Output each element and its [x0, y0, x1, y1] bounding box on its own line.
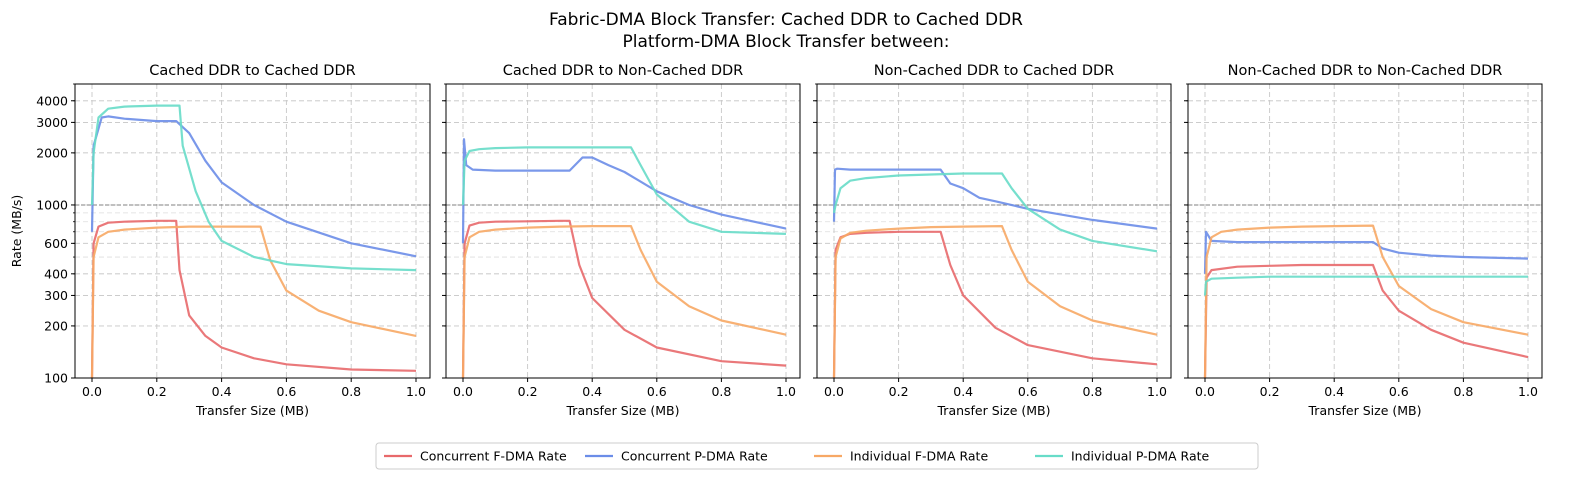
- x-tick-label: 0.0: [82, 384, 102, 399]
- subplot-title: Non-Cached DDR to Non-Cached DDR: [1228, 63, 1503, 79]
- x-tick-label: 1.0: [776, 384, 796, 399]
- x-tick-label: 0.0: [1195, 384, 1215, 399]
- legend-entry-individual-pdma: Individual P-DMA Rate: [1035, 449, 1210, 464]
- series-line-concurrent-fdma: [90, 219, 417, 379]
- legend-label: Concurrent P-DMA Rate: [621, 449, 768, 464]
- axes-frame: [74, 83, 431, 379]
- x-tick-label: 0.6: [276, 384, 296, 399]
- axes-frame: [1187, 83, 1543, 379]
- subplots: 0.0 0.2 0.4 0.6 0.8 1.0 100 200 300 400 600 1000 200…: [36, 63, 1543, 418]
- x-tick-label: 0.6: [1389, 384, 1409, 399]
- series-line-concurrent-pdma: [90, 115, 417, 258]
- subplot-1: 0.0 0.2 0.4 0.6 0.8 1.0 100 200 300 400 600 1000 200…: [36, 63, 431, 418]
- subplot-title: Non-Cached DDR to Cached DDR: [874, 63, 1115, 79]
- y-tick-label: 300: [44, 288, 68, 303]
- x-tick-label: 0.8: [711, 384, 731, 399]
- axes-frame: [816, 83, 1172, 379]
- x-tick-label: 0.0: [824, 384, 844, 399]
- series-line-individual-pdma: [461, 146, 787, 235]
- y-tick-label: 600: [44, 236, 68, 251]
- axes-frame: [445, 83, 801, 379]
- series-line-concurrent-fdma: [461, 219, 787, 379]
- x-tick-label: 0.2: [1260, 384, 1280, 399]
- series-line-concurrent-pdma: [461, 138, 787, 244]
- x-axis-label: Transfer Size (MB): [937, 403, 1051, 418]
- legend-entry-concurrent-fdma: Concurrent F-DMA Rate: [384, 449, 567, 464]
- legend-label: Individual P-DMA Rate: [1071, 449, 1210, 464]
- x-tick-label: 1.0: [406, 384, 426, 399]
- x-tick-label: 0.6: [1018, 384, 1038, 399]
- series-line-individual-fdma: [1203, 224, 1529, 379]
- subplot-4: 0.0 0.2 0.4 0.6 0.8 1.0 Non-Cached DDR to Non-…: [1184, 63, 1543, 418]
- y-tick-label: 4000: [36, 93, 68, 108]
- subplot-title: Cached DDR to Cached DDR: [149, 63, 355, 79]
- x-tick-label: 0.2: [889, 384, 909, 399]
- x-tick-label: 0.6: [647, 384, 667, 399]
- legend-entry-individual-fdma: Individual F-DMA Rate: [814, 449, 988, 464]
- legend-entry-concurrent-pdma: Concurrent P-DMA Rate: [585, 449, 768, 464]
- x-tick-label: 0.8: [341, 384, 361, 399]
- subplot-2: 0.0 0.2 0.4 0.6 0.8 1.0 Cached DDR to Non-Cach…: [442, 63, 801, 418]
- x-tick-label: 1.0: [1147, 384, 1167, 399]
- legend-label: Individual F-DMA Rate: [850, 449, 988, 464]
- x-tick-label: 0.8: [1082, 384, 1102, 399]
- x-tick-label: 0.4: [1324, 384, 1344, 399]
- y-tick-label: 400: [44, 266, 68, 281]
- legend: Concurrent F-DMA Rate Concurrent P-DMA Ra…: [375, 442, 1259, 470]
- series-line-individual-pdma: [832, 172, 1158, 253]
- subplot-3: 0.0 0.2 0.4 0.6 0.8 1.0 Non-Cached DDR to Cach…: [813, 63, 1172, 418]
- x-axis-label: Transfer Size (MB): [566, 403, 680, 418]
- y-tick-label: 3000: [36, 115, 68, 130]
- plot-area: [1188, 84, 1542, 378]
- x-tick-label: 0.0: [453, 384, 473, 399]
- x-tick-label: 0.8: [1453, 384, 1473, 399]
- figure-title-line2: Platform-DMA Block Transfer between:: [622, 32, 949, 52]
- series-line-individual-fdma: [461, 225, 787, 379]
- y-tick-label: 200: [44, 318, 68, 333]
- x-tick-label: 0.4: [953, 384, 973, 399]
- y-axis-label: Rate (MB/s): [9, 195, 24, 267]
- series-line-concurrent-pdma: [832, 167, 1158, 230]
- series-line-individual-fdma: [90, 225, 417, 379]
- series-line-individual-pdma: [1203, 275, 1528, 296]
- plot-area: [446, 84, 800, 378]
- series-line-individual-fdma: [832, 225, 1158, 379]
- x-axis-label: Transfer Size (MB): [195, 403, 309, 418]
- x-tick-label: 0.4: [582, 384, 602, 399]
- figure-title-line1: Fabric-DMA Block Transfer: Cached DDR to…: [549, 10, 1023, 30]
- x-tick-label: 0.4: [212, 384, 232, 399]
- x-tick-label: 0.2: [147, 384, 167, 399]
- subplot-title: Cached DDR to Non-Cached DDR: [503, 63, 744, 79]
- legend-entries: Concurrent F-DMA Rate Concurrent P-DMA Ra…: [384, 449, 1210, 464]
- legend-label: Concurrent F-DMA Rate: [420, 449, 567, 464]
- x-tick-label: 1.0: [1518, 384, 1538, 399]
- x-tick-label: 0.2: [518, 384, 538, 399]
- series-line-concurrent-fdma: [1203, 263, 1529, 379]
- series-line-individual-pdma: [90, 104, 417, 272]
- x-axis-label: Transfer Size (MB): [1308, 403, 1422, 418]
- y-tick-label: 1000: [36, 197, 68, 212]
- y-tick-label: 2000: [36, 145, 68, 160]
- plot-area: [75, 84, 430, 378]
- y-tick-label: 100: [44, 371, 68, 386]
